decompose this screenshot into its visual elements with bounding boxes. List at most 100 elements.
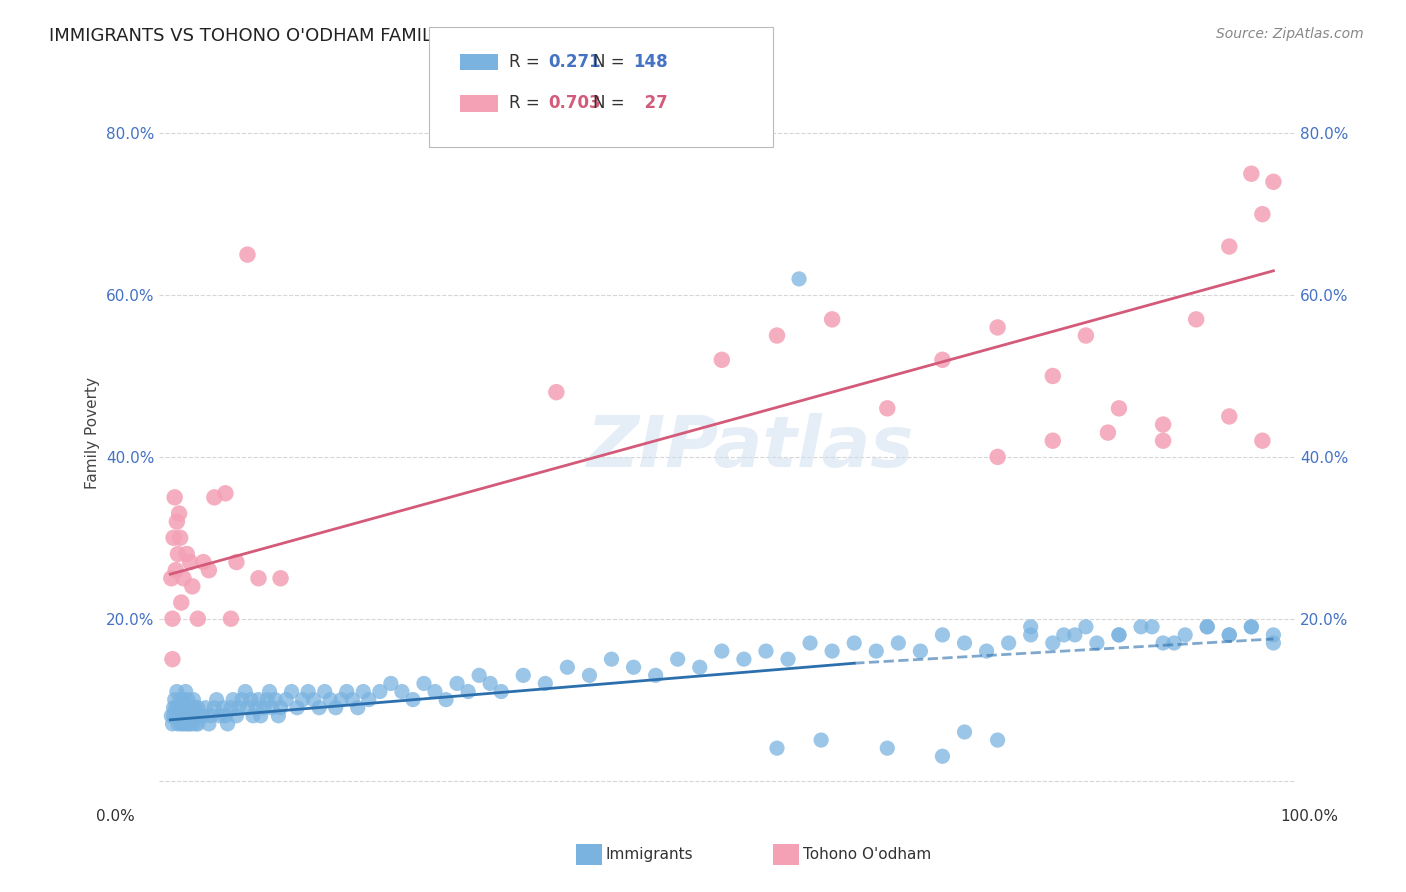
Point [710,644,733,658]
Point [162,717,184,731]
Point [179,555,201,569]
Point [166,684,188,698]
Point [1074,620,1097,634]
Point [222,692,245,706]
Point [270,700,292,714]
Point [167,547,190,561]
Point [578,668,600,682]
Point [162,652,184,666]
Point [1042,434,1064,448]
Point [1240,167,1263,181]
Point [170,717,193,731]
Point [208,708,231,723]
Text: Source: ZipAtlas.com: Source: ZipAtlas.com [1216,27,1364,41]
Point [194,700,217,714]
Point [821,312,844,326]
Point [413,676,436,690]
Point [259,684,281,698]
Point [352,684,374,698]
Point [253,700,276,714]
Text: Tohono O'odham: Tohono O'odham [803,847,931,862]
Point [187,612,209,626]
Point [219,612,242,626]
Point [166,515,188,529]
Point [167,700,190,714]
Point [231,692,253,706]
Text: 148: 148 [633,54,668,71]
Point [1240,620,1263,634]
Point [160,708,183,723]
Point [202,700,225,714]
Text: 27: 27 [633,95,668,112]
Point [1152,434,1174,448]
Point [177,708,200,723]
Point [1251,207,1274,221]
Point [1140,620,1163,634]
Point [177,692,200,706]
Point [162,531,184,545]
Point [1152,417,1174,432]
Text: 0.703: 0.703 [548,95,600,112]
Point [1097,425,1119,440]
Point [997,636,1019,650]
Point [163,692,186,706]
Point [1074,328,1097,343]
Point [987,733,1010,747]
Text: 0.271: 0.271 [548,54,600,71]
Point [1240,620,1263,634]
Point [200,708,222,723]
Point [173,571,195,585]
Point [187,717,209,731]
Point [165,563,187,577]
Point [953,636,976,650]
Point [260,700,283,714]
Point [865,644,887,658]
Point [987,450,1010,464]
Point [162,612,184,626]
Point [1174,628,1197,642]
Point [1042,636,1064,650]
Point [177,717,200,731]
Point [766,741,789,756]
Point [160,571,183,585]
Point [256,692,278,706]
Point [308,700,330,714]
Point [270,571,292,585]
Point [1185,312,1208,326]
Point [167,507,190,521]
Point [225,555,247,569]
Point [297,684,319,698]
Point [1085,636,1108,650]
Point [274,692,297,706]
Point [1218,409,1240,424]
Point [173,717,195,731]
Point [236,700,259,714]
Point [187,700,209,714]
Point [1218,628,1240,642]
Point [198,717,221,731]
Point [170,595,193,609]
Point [755,644,778,658]
Point [205,692,228,706]
Point [302,692,325,706]
Point [931,352,953,367]
Point [1108,628,1130,642]
Point [170,700,193,714]
Point [1108,628,1130,642]
Point [346,700,368,714]
Point [976,644,998,658]
Point [173,692,195,706]
Point [1218,239,1240,253]
Point [787,272,810,286]
Point [776,652,799,666]
Point [644,668,666,682]
Point [184,717,207,731]
Point [1163,636,1185,650]
Point [214,486,236,500]
Point [910,644,932,658]
Point [1218,628,1240,642]
Point [172,708,194,723]
Point [336,684,359,698]
Point [931,749,953,764]
Point [314,684,336,698]
